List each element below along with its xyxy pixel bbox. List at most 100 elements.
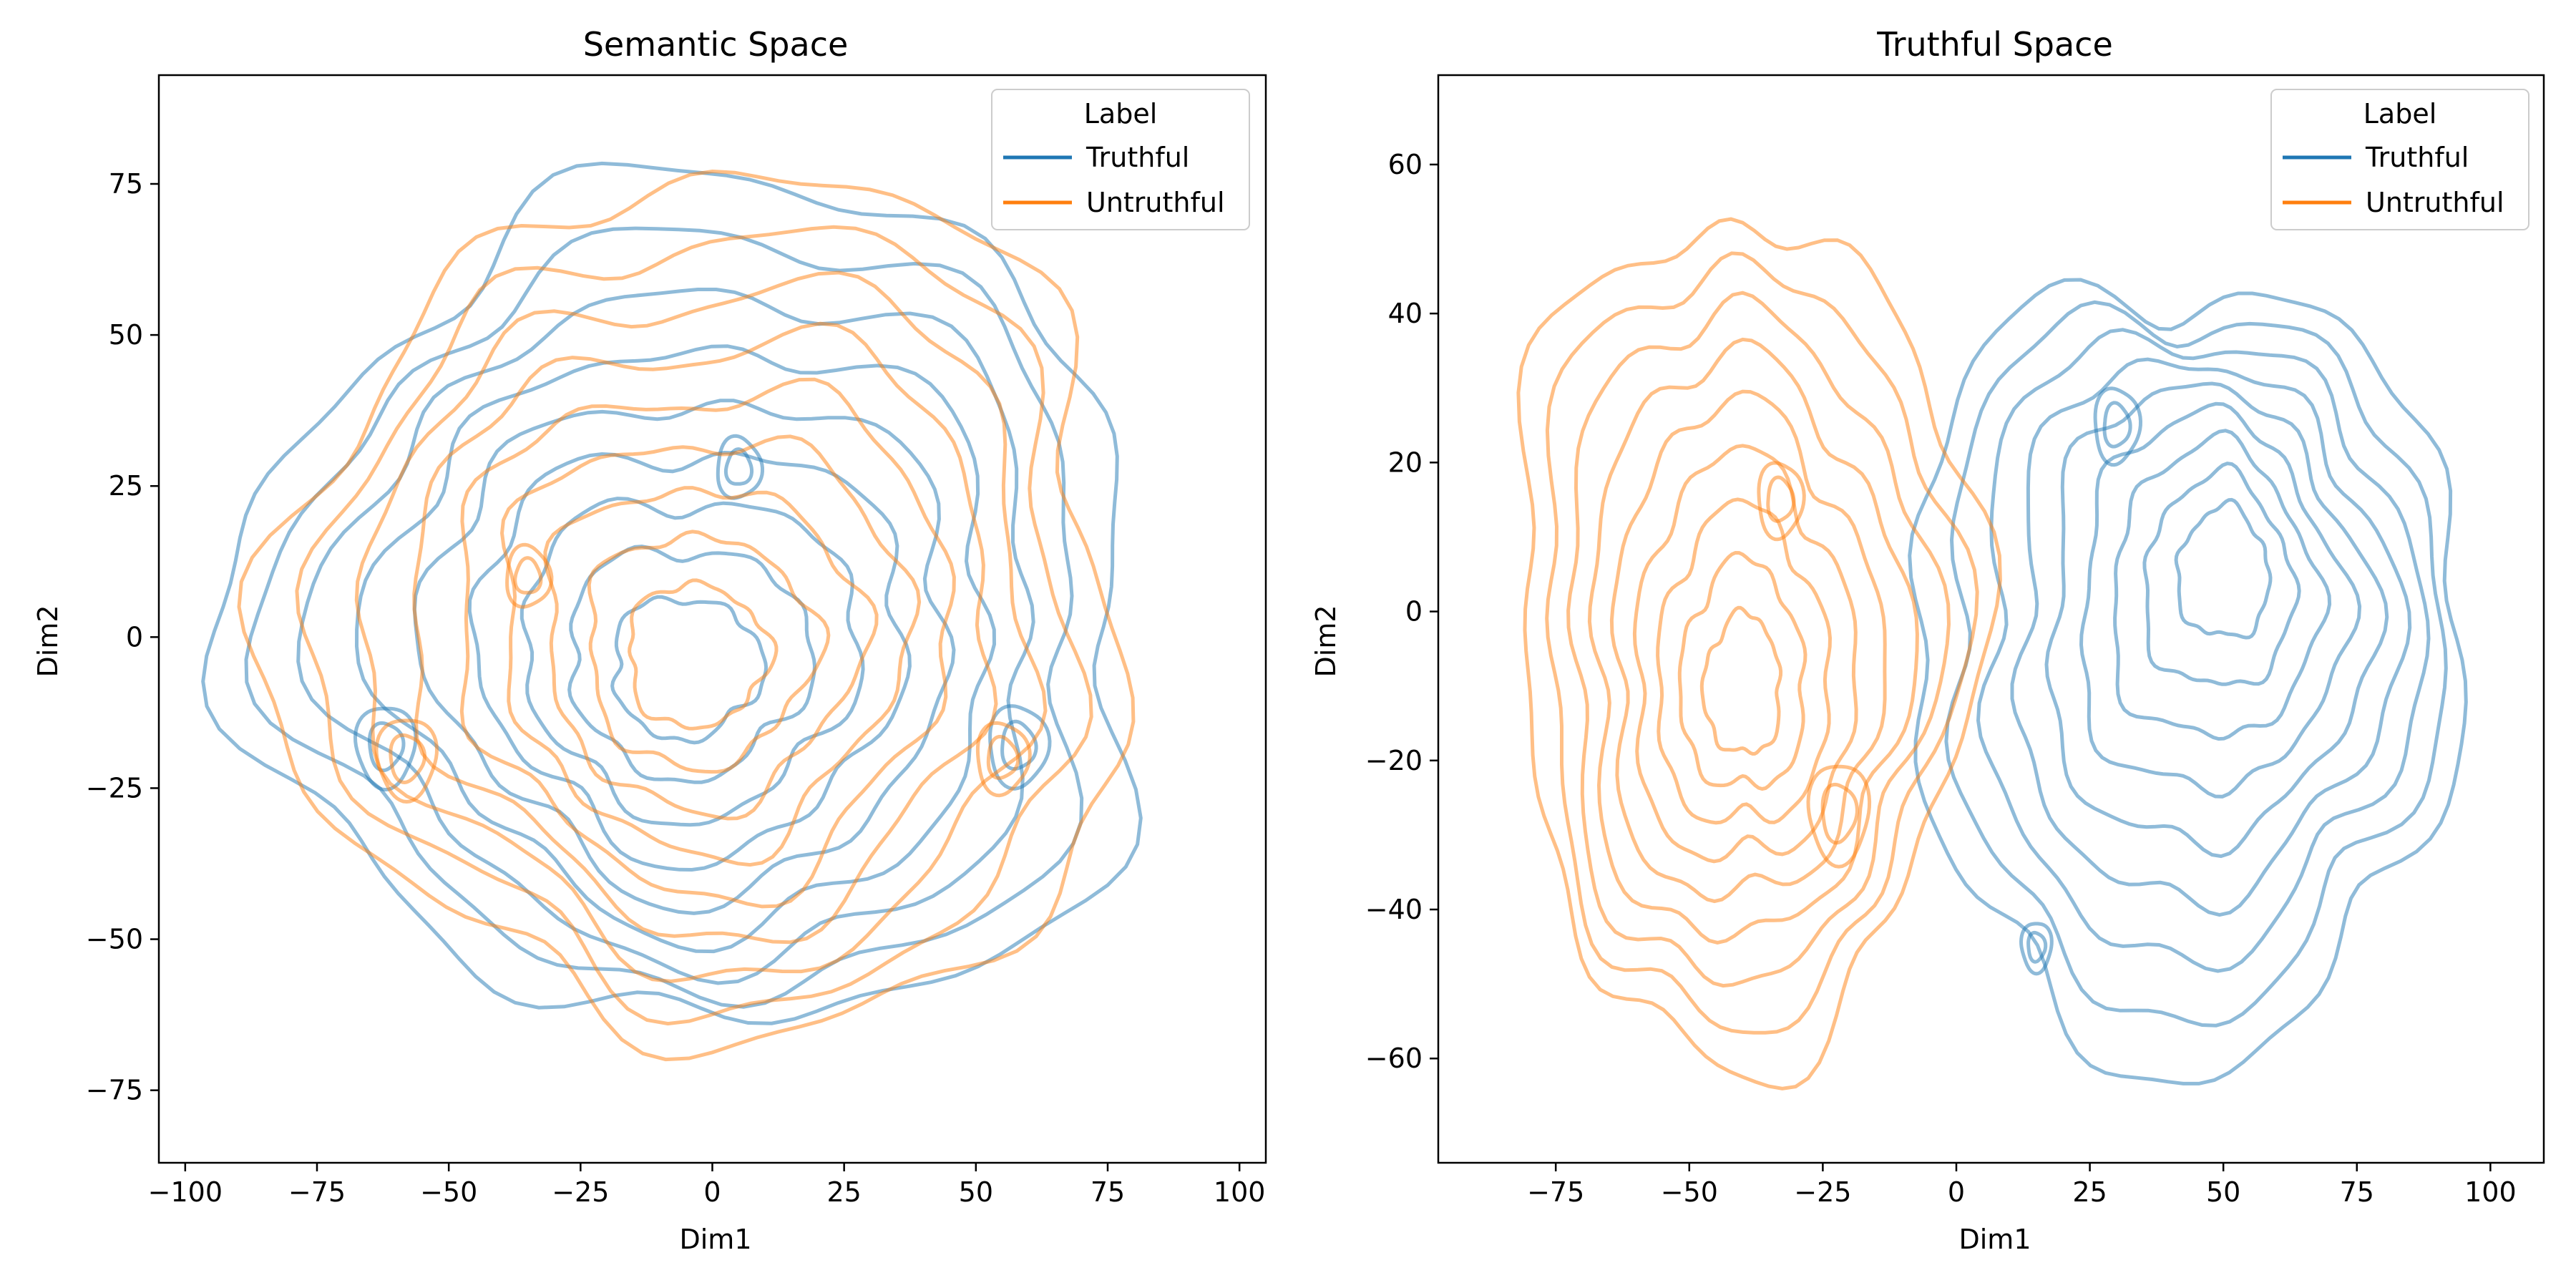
y-tick-label: 40 [1388, 298, 1423, 329]
truthful-contour-line [2174, 497, 2273, 640]
truthful-contour-line [467, 450, 912, 872]
truthful-contour-line [610, 595, 769, 745]
untruthful-contour-line [237, 169, 1136, 1062]
truthful-contour-island [2093, 386, 2143, 467]
y-tick-label: −50 [86, 924, 143, 955]
truthful-space-panel: Truthful Space Dim1 Dim2 −75 −50 −25 0 25 50 7… [1310, 25, 2545, 1255]
x-tick-label: 0 [703, 1176, 721, 1208]
x-tick-label: 25 [2072, 1176, 2107, 1208]
y-axis-label: Dim2 [1310, 605, 1342, 677]
y-tick-label: 0 [126, 621, 143, 653]
truthful-contour-line [2079, 401, 2362, 799]
untruthful-contour-line [1516, 217, 2002, 1091]
untruthful-contour-line [587, 530, 831, 774]
legend-title: Label [2363, 98, 2437, 130]
untruthful-contour-line [1587, 337, 1919, 945]
legend-label-truthful: Truthful [1085, 142, 1189, 173]
untruthful-contour-island [389, 733, 427, 785]
x-axis-label: Dim1 [679, 1224, 751, 1255]
untruthful-contour-line [459, 377, 956, 909]
x-tick-label: 100 [2464, 1176, 2517, 1208]
truthful-contour-line [2113, 429, 2332, 741]
x-tick-label: −75 [288, 1176, 346, 1208]
x-tick-label: −100 [148, 1176, 223, 1208]
legend-title: Label [1084, 98, 1158, 130]
legend-label-truthful: Truthful [2365, 142, 2469, 173]
truthful-contour-line [2044, 381, 2389, 859]
legend: Label Truthful Untruthful [2270, 89, 2529, 230]
tick-layer: −75 −50 −25 0 25 50 75 100 −60 −40 −20 0 20 40 60 [1365, 149, 2517, 1208]
x-tick-label: −75 [1527, 1176, 1584, 1208]
untruthful-contour-island [505, 542, 554, 609]
y-tick-label: 20 [1388, 447, 1423, 478]
untruthful-contour-island [1757, 461, 1806, 542]
untruthful-contour-line [1545, 251, 1979, 1035]
truthful-contour-line [354, 344, 997, 954]
untruthful-contour-island [986, 735, 1020, 780]
untruthful-contour-line [354, 270, 1048, 983]
truthful-contour-line [567, 545, 817, 784]
truthful-contour-island [2019, 922, 2054, 976]
untruthful-contour-line [295, 225, 1093, 1026]
truthful-contour-line [519, 497, 865, 827]
contour-layer [1516, 217, 2468, 1091]
truthful-contour-line [1908, 278, 2468, 1085]
y-tick-label: −25 [86, 772, 143, 804]
legend-box [991, 89, 1250, 230]
untruthful-contour-line [499, 434, 922, 867]
x-tick-label: 75 [1091, 1176, 1125, 1208]
contour-layer [201, 161, 1143, 1062]
y-tick-label: −75 [86, 1075, 143, 1106]
truthful-contour-island [723, 447, 754, 486]
untruthful-contour-line [412, 321, 998, 945]
y-tick-label: 50 [109, 319, 143, 351]
untruthful-contour-island [1766, 475, 1796, 523]
truthful-contour-line [2010, 357, 2412, 917]
legend-box [2270, 89, 2529, 230]
plot-frame [1437, 74, 2545, 1164]
x-axis-label: Dim1 [1958, 1224, 2031, 1255]
x-tick-label: −50 [420, 1176, 477, 1208]
truthful-contour-line [412, 399, 956, 915]
x-tick-label: −50 [1661, 1176, 1718, 1208]
legend-label-untruthful: Untruthful [1086, 187, 1225, 218]
x-tick-label: 50 [2206, 1176, 2240, 1208]
semantic-space-panel: Semantic Space Dim1 Dim2 −100 −75 −50 −25 0 2… [32, 25, 1267, 1255]
truthful-contour-line [244, 226, 1084, 1009]
y-tick-label: −40 [1365, 894, 1423, 925]
untruthful-contour-island [1806, 764, 1872, 869]
truthful-contour-island [2102, 401, 2132, 449]
x-tick-label: 25 [826, 1176, 861, 1208]
y-tick-label: −20 [1365, 745, 1423, 776]
legend-label-untruthful: Untruthful [2366, 187, 2504, 218]
chart-title: Truthful Space [1876, 25, 2113, 64]
untruthful-contour-line [628, 578, 779, 731]
untruthful-contour-line [1609, 389, 1887, 904]
untruthful-contour-line [1699, 605, 1783, 756]
x-tick-label: 75 [2340, 1176, 2374, 1208]
untruthful-contour-line [1656, 497, 1833, 825]
y-tick-label: 75 [109, 168, 143, 200]
untruthful-contour-line [1566, 291, 1951, 988]
y-axis-label: Dim2 [32, 605, 64, 677]
y-tick-label: 0 [1405, 596, 1423, 628]
y-tick-label: −60 [1365, 1043, 1423, 1074]
y-tick-label: 60 [1388, 149, 1423, 180]
x-tick-label: −25 [552, 1176, 609, 1208]
legend: Label Truthful Untruthful [991, 89, 1250, 230]
untruthful-contour-line [1677, 550, 1807, 791]
plot-frame [157, 74, 1267, 1164]
truthful-contour-line [2142, 462, 2301, 686]
untruthful-contour-island [1820, 782, 1859, 845]
x-tick-label: 50 [959, 1176, 993, 1208]
truthful-contour-island [2026, 930, 2048, 964]
x-tick-label: −25 [1794, 1176, 1851, 1208]
tick-layer: −100 −75 −50 −25 0 25 50 75 100 −75 −50 −25 0 25 50 75 [86, 168, 1266, 1208]
x-tick-label: 100 [1214, 1176, 1266, 1208]
y-tick-label: 25 [109, 470, 143, 502]
chart-title: Semantic Space [583, 25, 849, 64]
untruthful-contour-island [374, 718, 439, 804]
untruthful-contour-island [513, 556, 543, 595]
untruthful-contour-island [975, 721, 1032, 798]
